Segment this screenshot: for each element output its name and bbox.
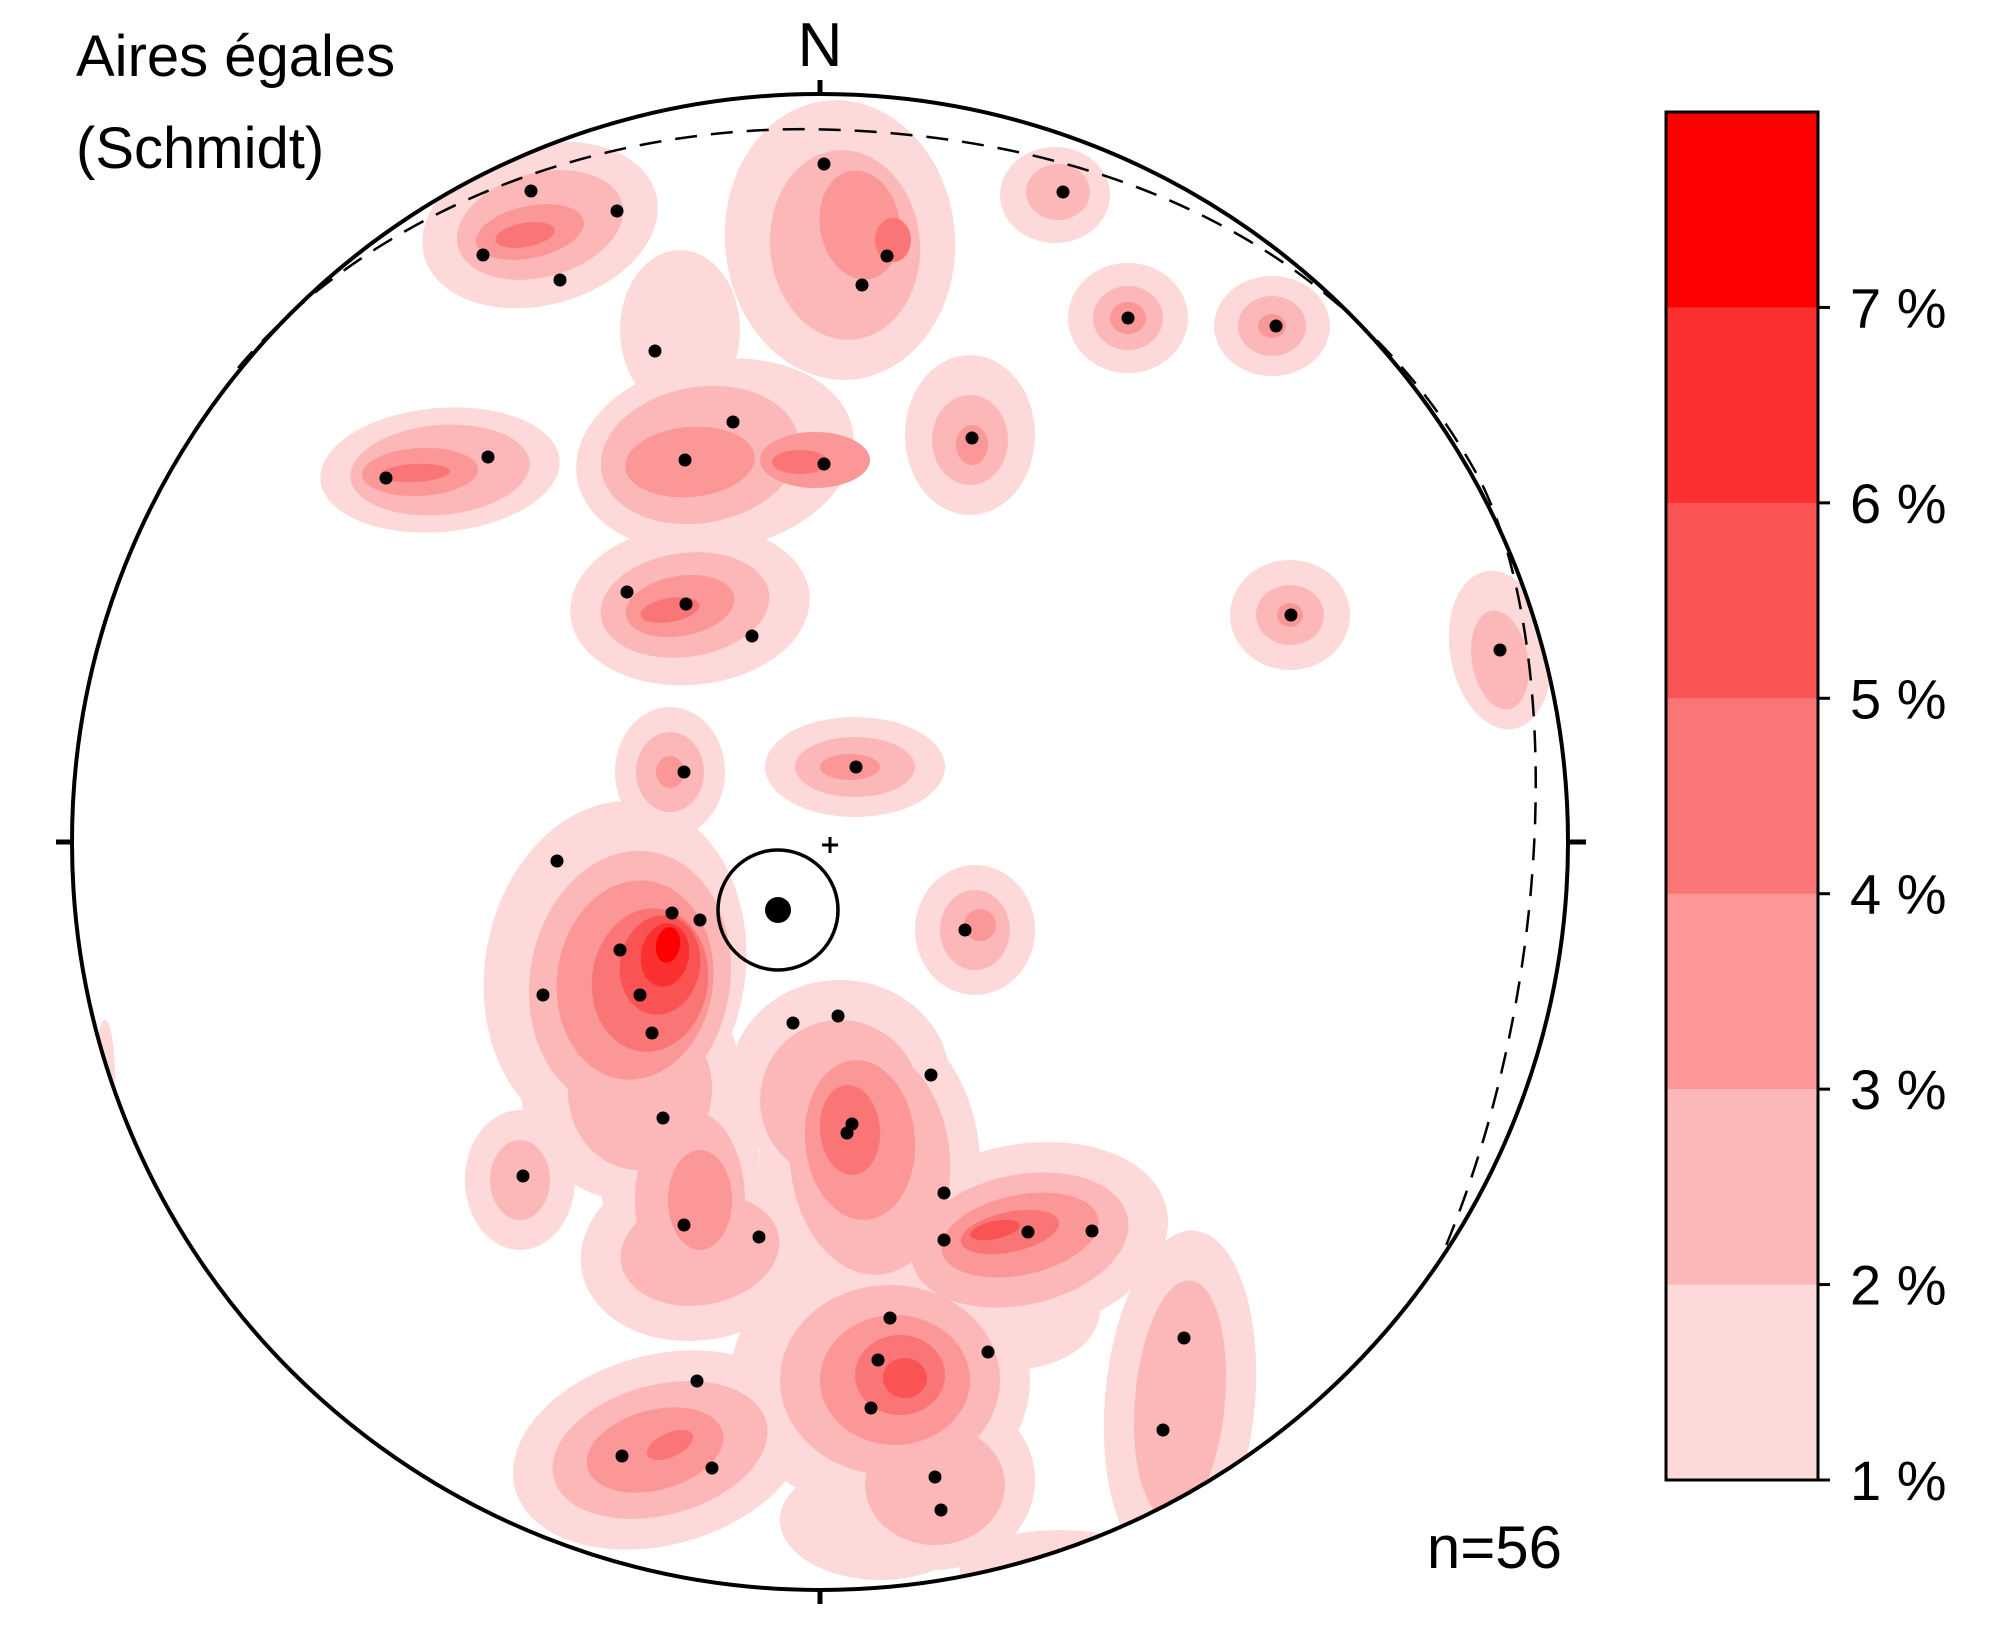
pole-point bbox=[817, 457, 831, 471]
pole-point bbox=[786, 1016, 800, 1030]
pole-point bbox=[1493, 643, 1507, 657]
contour-level-7 bbox=[655, 927, 681, 963]
pole-point bbox=[705, 1461, 719, 1475]
mean-vector bbox=[716, 837, 840, 972]
pole-point bbox=[1284, 608, 1298, 622]
pole-point bbox=[677, 1218, 691, 1232]
contour-blob bbox=[964, 909, 996, 941]
pole-point bbox=[965, 431, 979, 445]
pole-point bbox=[1056, 185, 1070, 199]
legend-band bbox=[1666, 502, 1818, 699]
pole-point bbox=[476, 248, 490, 262]
count-label: n=56 bbox=[1427, 1514, 1562, 1581]
contour-blob bbox=[668, 1150, 732, 1250]
contour-blob bbox=[656, 756, 684, 788]
contour-blob bbox=[883, 1358, 927, 1398]
confidence-cone bbox=[716, 848, 840, 972]
pole-point bbox=[958, 923, 972, 937]
pole-point bbox=[693, 913, 707, 927]
pole-point bbox=[610, 204, 624, 218]
legend-band bbox=[1666, 112, 1818, 308]
legend-tick-label: 4 % bbox=[1850, 863, 1947, 926]
contour-blob bbox=[380, 463, 450, 483]
pole-point bbox=[849, 760, 863, 774]
pole-point bbox=[645, 1026, 659, 1040]
contour-blob bbox=[495, 222, 555, 248]
pole-point bbox=[379, 471, 393, 485]
pole-point bbox=[937, 1233, 951, 1247]
pole-point bbox=[831, 1009, 845, 1023]
pole-point bbox=[1269, 319, 1283, 333]
pole-point bbox=[883, 1311, 897, 1325]
pole-point bbox=[656, 1111, 670, 1125]
pole-point bbox=[524, 184, 538, 198]
mean-pole bbox=[765, 897, 791, 923]
pole-point bbox=[871, 1353, 885, 1367]
pole-point bbox=[516, 1169, 530, 1183]
density-legend: 1 % 2 % 3 % 4 % 5 % 6 % 7 % bbox=[1664, 110, 1947, 1512]
density-contours bbox=[95, 100, 1552, 1590]
contour-blob bbox=[772, 450, 828, 474]
pole-point bbox=[550, 854, 564, 868]
pole-point bbox=[665, 906, 679, 920]
pole-point bbox=[855, 278, 869, 292]
pole-point bbox=[1021, 1225, 1035, 1239]
pole-point bbox=[648, 344, 662, 358]
contour-blob bbox=[655, 927, 681, 963]
legend-tick-label: 5 % bbox=[1850, 667, 1947, 730]
pole-point bbox=[536, 988, 550, 1002]
pole-point bbox=[620, 585, 634, 599]
pole-point bbox=[880, 249, 894, 263]
center-cross bbox=[822, 837, 838, 853]
legend-frame bbox=[1664, 110, 1820, 1482]
contour-blob bbox=[1471, 610, 1529, 710]
pole-point bbox=[553, 273, 567, 287]
pole-point bbox=[726, 415, 740, 429]
pole-point bbox=[752, 1230, 766, 1244]
pole-point bbox=[679, 597, 693, 611]
pole-point bbox=[615, 1449, 629, 1463]
north-label: N bbox=[798, 11, 843, 80]
pole-point bbox=[840, 1126, 854, 1140]
contour-blob bbox=[970, 1219, 1020, 1241]
pole-point bbox=[678, 453, 692, 467]
pole-point bbox=[633, 988, 647, 1002]
contour-blob bbox=[646, 1429, 694, 1461]
contour-blob bbox=[865, 1425, 1005, 1545]
legend-band bbox=[1666, 698, 1818, 895]
pole-point bbox=[1177, 1331, 1191, 1345]
legend-tick-label: 2 % bbox=[1850, 1254, 1947, 1317]
legend-tick-label: 3 % bbox=[1850, 1058, 1947, 1121]
legend-tick-label: 6 % bbox=[1850, 472, 1947, 535]
legend-tick-label: 7 % bbox=[1850, 276, 1947, 339]
pole-point bbox=[1156, 1423, 1170, 1437]
pole-point bbox=[745, 629, 759, 643]
cardinal-ticks bbox=[56, 80, 1586, 1604]
poles bbox=[379, 157, 1507, 1517]
pole-point bbox=[481, 450, 495, 464]
contour-blob bbox=[1133, 1280, 1227, 1520]
pole-point bbox=[864, 1401, 878, 1415]
contour-blob bbox=[956, 425, 988, 465]
pole-point bbox=[613, 943, 627, 957]
legend-band bbox=[1666, 1089, 1818, 1286]
pole-point bbox=[690, 1374, 704, 1388]
pole-point bbox=[928, 1470, 942, 1484]
pole-point bbox=[817, 157, 831, 171]
legend-band bbox=[1666, 1284, 1818, 1481]
title-line-2: (Schmidt) bbox=[76, 116, 324, 181]
pole-point bbox=[934, 1503, 948, 1517]
pole-point bbox=[924, 1068, 938, 1082]
legend-tick-label: 1 % bbox=[1850, 1449, 1947, 1512]
legend-band bbox=[1666, 307, 1818, 504]
pole-point bbox=[1121, 311, 1135, 325]
pole-point bbox=[677, 765, 691, 779]
pole-point bbox=[981, 1345, 995, 1359]
legend-band bbox=[1666, 893, 1818, 1090]
title-line-1: Aires égales bbox=[76, 24, 395, 89]
pole-point bbox=[937, 1186, 951, 1200]
pole-point bbox=[1085, 1224, 1099, 1238]
